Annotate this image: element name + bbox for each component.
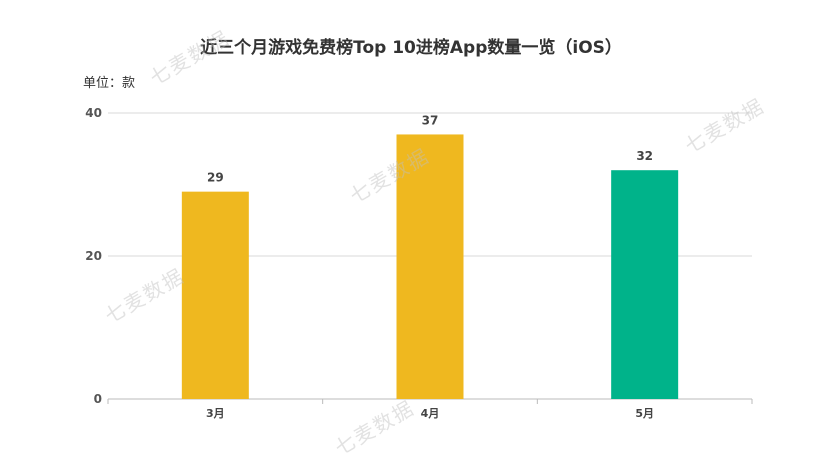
bar	[396, 134, 464, 399]
bar	[181, 191, 249, 399]
y-tick-label: 0	[94, 392, 102, 406]
data-label: 37	[422, 113, 439, 127]
y-tick-label: 20	[85, 249, 102, 263]
bar	[611, 170, 679, 399]
x-tick-label: 5月	[635, 407, 654, 420]
chart-title: 近三个月游戏免费榜Top 10进榜App数量一览（iOS）	[200, 38, 622, 58]
data-label: 29	[207, 171, 224, 185]
unit-label: 单位：款	[83, 76, 136, 91]
bar-chart: 0 20 40 29 3月 37 4月 32 5月	[85, 106, 753, 420]
y-tick-label: 40	[85, 106, 102, 120]
x-tick-label: 4月	[421, 407, 440, 420]
data-label: 32	[636, 149, 653, 163]
x-tick-label: 3月	[206, 407, 225, 420]
